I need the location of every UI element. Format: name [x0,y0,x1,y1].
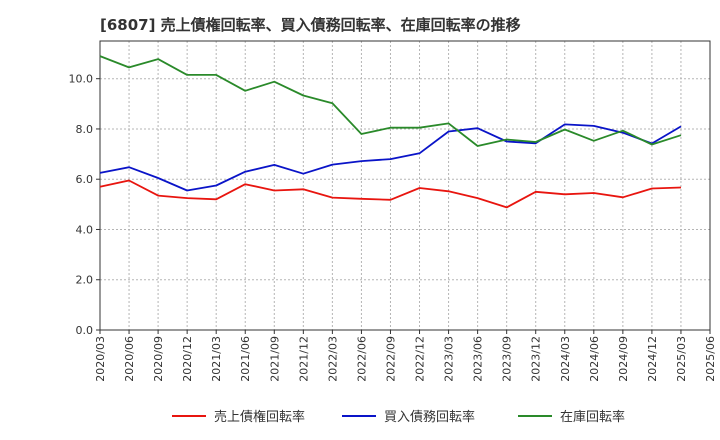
series-line-1 [99,179,682,209]
x-tick-label: 2020/03 [94,336,107,382]
y-axis: 0.0 2.0 4.0 6.0 8.0 10.0 [69,73,100,337]
grid-lines [100,41,710,331]
x-tick-label: 2025/06 [704,336,717,382]
x-tick-label: 2021/06 [239,336,252,382]
x-tick-label: 2020/06 [123,336,136,382]
legend-item-3: 在庫回転率 [518,409,625,425]
x-tick-label: 2020/12 [181,336,194,382]
legend: 売上債権回転率 買入債務回転率 在庫回転率 [172,409,625,425]
x-tick-label: 2022/06 [355,336,368,382]
x-tick-label: 2024/06 [588,336,601,382]
y-tick-label: 2.0 [76,274,94,287]
x-tick-label: 2021/09 [268,336,281,382]
legend-item-1: 売上債権回転率 [172,409,305,425]
series-line-3 [99,55,682,147]
y-tick-label: 8.0 [76,123,94,136]
x-tick-label: 2024/03 [559,336,572,382]
series-layer [99,55,682,209]
x-tick-label: 2023/12 [530,336,543,382]
y-tick-label: 4.0 [76,223,94,236]
x-tick-label: 2021/03 [210,336,223,382]
x-tick-label: 2022/12 [414,336,427,382]
chart-title: [6807] 売上債権回転率、買入債務回転率、在庫回転率の推移 [100,16,521,34]
legend-label: 買入債務回転率 [384,409,475,425]
x-tick-label: 2020/09 [152,336,165,382]
x-tick-label: 2023/06 [472,336,485,382]
legend-item-2: 買入債務回転率 [342,409,475,425]
x-tick-label: 2023/09 [501,336,514,382]
legend-label: 売上債権回転率 [214,409,305,425]
x-tick-label: 2023/03 [443,336,456,382]
plot-area [99,40,711,331]
legend-label: 在庫回転率 [560,409,625,425]
series-line-2 [99,123,682,192]
x-axis: 2020/03 2020/06 2020/09 2020/12 2021/03 2021/… [94,330,717,382]
x-tick-label: 2024/09 [617,336,630,382]
x-tick-label: 2024/12 [646,336,659,382]
x-tick-label: 2021/12 [297,336,310,382]
y-tick-label: 0.0 [76,324,94,337]
x-tick-label: 2025/03 [675,336,688,382]
x-tick-label: 2022/03 [326,336,339,382]
x-tick-label: 2022/09 [384,336,397,382]
y-tick-label: 10.0 [69,73,94,86]
y-tick-label: 6.0 [76,173,94,186]
